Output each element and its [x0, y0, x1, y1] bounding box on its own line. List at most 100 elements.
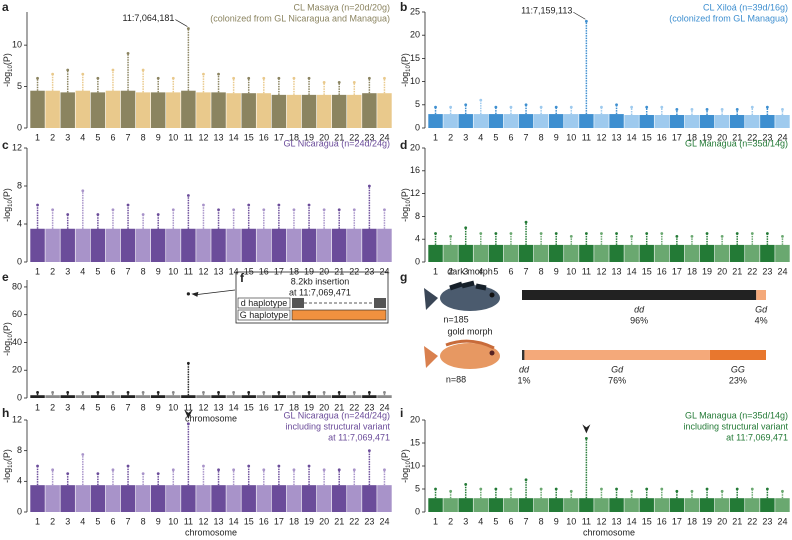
peak-point [660, 105, 664, 109]
x-tick-label: 2 [50, 516, 55, 526]
x-tick-label: 7 [126, 516, 131, 526]
chromosome-band [488, 244, 504, 262]
peak-point [615, 103, 618, 107]
chromosome-band [241, 485, 256, 512]
chromosome-band [654, 115, 670, 128]
chromosome-band [331, 485, 347, 512]
peak-point [156, 213, 160, 216]
peak-point [66, 213, 70, 216]
x-tick-label: 13 [214, 132, 224, 142]
peak-point [322, 81, 326, 84]
y-tick-label: 16 [410, 165, 420, 175]
chromosome-band [120, 485, 136, 512]
chromosome-band [473, 498, 489, 512]
x-tick-label: 10 [566, 132, 576, 142]
chromosome-band [301, 395, 317, 398]
outlier-point [186, 292, 190, 296]
y-tick-label: 5 [415, 483, 420, 493]
peak-point [307, 76, 311, 80]
chromosome-band [211, 485, 226, 512]
x-tick-label: 16 [657, 266, 667, 276]
y-label-part: 10 [406, 199, 412, 206]
y-tick-label: 0 [415, 506, 420, 516]
chromosome-band [226, 93, 241, 128]
chromosome-band [286, 485, 302, 512]
peak-point [126, 464, 130, 468]
x-tick-label: 3 [463, 132, 468, 142]
x-tick-label: 22 [349, 266, 359, 276]
peak-point [554, 105, 558, 109]
peak-point [186, 361, 190, 365]
chromosome-band [745, 498, 760, 512]
x-tick-label: 4 [80, 132, 85, 142]
x-tick-label: 5 [493, 132, 498, 142]
chromosome-band [624, 244, 639, 262]
chromosome-band [564, 498, 579, 512]
chromosome-band [639, 498, 654, 512]
x-tick-label: 9 [156, 266, 161, 276]
peak-point [322, 391, 326, 394]
arrowhead [184, 409, 193, 419]
chromosome-band [45, 90, 60, 128]
chromosome-band [166, 395, 181, 398]
chromosome-band [458, 114, 473, 128]
x-tick-label: 5 [95, 516, 100, 526]
peak-point [247, 203, 251, 207]
chromosome-band [120, 90, 136, 128]
y-label-part: (P) [2, 449, 12, 461]
chromosome-band [624, 498, 639, 512]
x-tick-label: 3 [65, 402, 70, 412]
group-name: dark morph [447, 266, 493, 276]
chromosome-band [211, 92, 226, 128]
x-tick-label: 18 [289, 266, 299, 276]
y-tick-label: 0 [415, 256, 420, 266]
x-tick-label: 12 [596, 266, 606, 276]
peak-point [96, 76, 100, 80]
chromosome-band [316, 94, 332, 128]
peak-point [554, 487, 558, 491]
x-tick-label: 24 [379, 516, 389, 526]
panel-letter: h [2, 406, 9, 420]
chart-subtitle: (colonized from GL Managua) [669, 13, 788, 23]
x-tick-label: 19 [304, 266, 314, 276]
x-tick-label: 1 [35, 132, 40, 142]
x-tick-label: 11 [582, 266, 591, 276]
chromosome-band [120, 395, 136, 398]
x-tick-label: 8 [539, 516, 544, 526]
x-tick-label: 18 [687, 132, 697, 142]
chromosome-band [775, 115, 790, 128]
x-tick-label: 11 [184, 266, 193, 276]
peak-point [600, 232, 603, 235]
chromosome-band [729, 498, 745, 512]
x-tick-label: 8 [539, 132, 544, 142]
x-tick-label: 8 [141, 132, 146, 142]
chromosome-band [316, 485, 332, 512]
peak-point [126, 52, 130, 55]
x-tick-label: 13 [214, 266, 224, 276]
peak-point [675, 108, 679, 111]
x-tick-label: 4 [80, 402, 85, 412]
chromosome-band [699, 115, 715, 128]
y-tick-label: 4 [17, 476, 22, 486]
peak-point [307, 203, 311, 207]
chart-subtitle: including structural variant [285, 421, 390, 431]
peak-point [337, 468, 341, 472]
peak-point [630, 489, 634, 493]
chromosome-band [699, 498, 715, 512]
chart-title: CL Xiloá (n=39d/16g) [703, 2, 788, 12]
chromosome-band [75, 395, 91, 398]
y-tick-label: 10 [12, 40, 22, 50]
peak-point [479, 98, 483, 102]
peak-point [750, 232, 754, 235]
annotation: 11:7,159,113 [521, 6, 572, 16]
peak-point [434, 232, 437, 235]
x-tick-label: 24 [777, 516, 787, 526]
chromosome-band [347, 485, 362, 512]
chromosome-band [745, 244, 760, 262]
x-tick-label: 24 [777, 132, 787, 142]
peak-point [524, 478, 528, 482]
peak-point [352, 81, 356, 84]
chromosome-band [150, 395, 166, 398]
peak-point [479, 232, 483, 235]
chromosome-band [30, 90, 45, 128]
